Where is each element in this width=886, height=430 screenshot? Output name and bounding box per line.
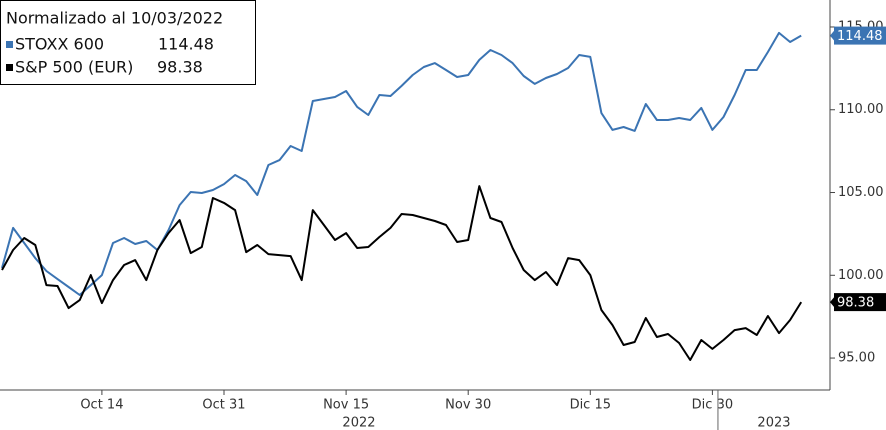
year-label: 2023 xyxy=(757,416,790,430)
legend-value: 114.48 xyxy=(158,35,214,54)
y-tick-label: 95.00 xyxy=(838,351,875,366)
y-tick-label: 105.00 xyxy=(838,185,884,200)
last-value-label: 114.48 xyxy=(837,29,883,44)
legend-box xyxy=(0,0,256,85)
legend-swatch xyxy=(6,64,13,71)
last-value-flag xyxy=(834,293,886,312)
last-value-label: 98.38 xyxy=(837,296,874,311)
legend-name: STOXX 600 xyxy=(15,35,104,54)
series-line xyxy=(1,31,802,296)
last-value-pointer xyxy=(830,296,835,309)
x-tick-label: Dic 15 xyxy=(570,398,611,413)
x-tick-label: Oct 14 xyxy=(80,398,123,413)
x-tick-label: Oct 31 xyxy=(202,398,245,413)
series-line xyxy=(1,185,803,361)
legend-name: S&P 500 (EUR) xyxy=(15,58,133,77)
last-value-pointer xyxy=(830,29,835,42)
x-tick-label: Nov 15 xyxy=(323,398,369,413)
legend-value: 98.38 xyxy=(157,58,203,77)
last-value-flag xyxy=(834,26,886,45)
year-label: 2022 xyxy=(342,416,375,430)
legend-swatch xyxy=(6,41,13,48)
y-tick-label: 110.00 xyxy=(838,102,884,117)
legend-title: Normalizado al 10/03/2022 xyxy=(6,9,223,28)
x-tick-label: Nov 30 xyxy=(445,398,491,413)
y-tick-label: 100.00 xyxy=(838,268,884,283)
x-tick-label: Dic 30 xyxy=(692,398,733,413)
